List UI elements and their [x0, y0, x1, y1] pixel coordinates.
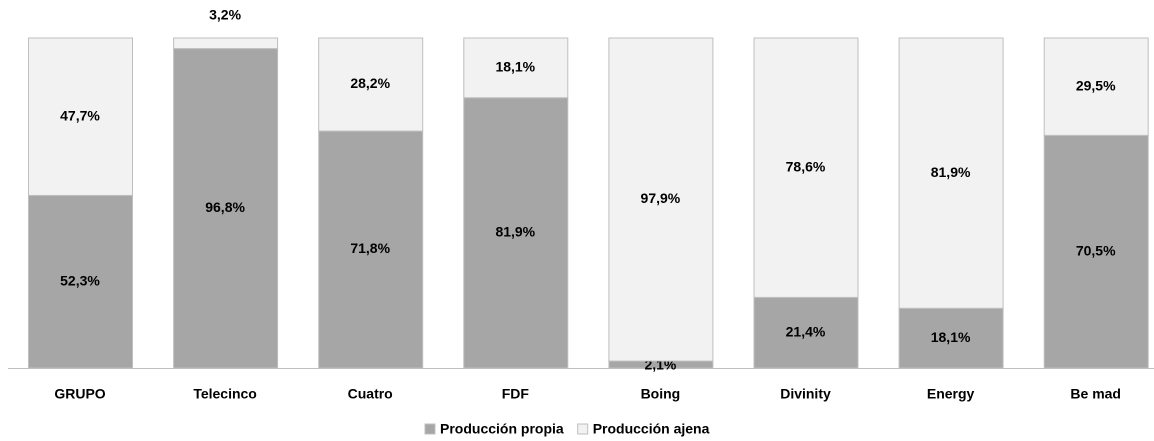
x-tick-label: Be mad: [1070, 386, 1121, 402]
legend-label: Producción propia: [440, 421, 564, 437]
data-label: 21,4%: [786, 323, 826, 339]
x-tick-label: Cuatro: [348, 386, 393, 402]
bar-segment: [173, 48, 279, 369]
bar-segment: [898, 37, 1004, 309]
bar-segment: [1043, 37, 1149, 136]
data-label: 29,5%: [1076, 77, 1116, 93]
bar-segment: [173, 37, 279, 50]
data-label: 78,6%: [786, 158, 826, 174]
data-label: 28,2%: [350, 75, 390, 91]
x-tick-label: FDF: [502, 386, 530, 402]
legend-label: Producción ajena: [593, 421, 710, 437]
x-tick-label: GRUPO: [54, 386, 105, 402]
bar-segment: [463, 97, 569, 369]
data-label: 71,8%: [350, 240, 390, 256]
bar-segment: [753, 37, 859, 298]
x-tick-label: Divinity: [780, 386, 831, 402]
data-label: 70,5%: [1076, 242, 1116, 258]
data-label: 97,9%: [641, 190, 681, 206]
x-tick-label: Energy: [927, 386, 975, 402]
data-label: 81,9%: [495, 224, 535, 240]
data-label: 18,1%: [495, 59, 535, 75]
data-label: 52,3%: [60, 272, 100, 288]
bar-segment: [28, 37, 133, 196]
data-label: 96,8%: [205, 199, 245, 215]
bar-segment: [28, 194, 133, 369]
bar-segment: [318, 37, 424, 132]
bar-segment: [753, 296, 859, 369]
legend-swatch: [577, 423, 589, 435]
data-label: 47,7%: [60, 107, 100, 123]
bar-segment: [898, 307, 1004, 369]
legend-swatch: [424, 423, 436, 435]
data-label: 81,9%: [931, 164, 971, 180]
bar-segment: [318, 130, 424, 369]
x-tick-label: Boing: [641, 386, 681, 402]
data-label: 18,1%: [931, 329, 971, 345]
x-tick-label: Telecinco: [193, 386, 257, 402]
data-label: 3,2%: [209, 7, 241, 23]
bar-segment: [608, 37, 714, 362]
bar-segment: [463, 37, 569, 99]
